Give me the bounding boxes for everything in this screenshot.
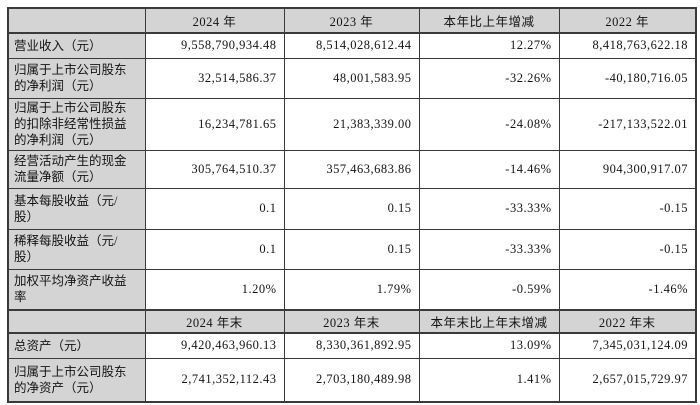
cell-2022: -217,133,522.01 <box>558 97 697 151</box>
cell-2022: -1.46% <box>558 268 697 311</box>
header-period-end-change: 本年末比上年末增减 <box>418 309 560 334</box>
table-row-operating-cash-flow: 经营活动产生的现金流量净额（元） 305,764,510.37 357,463,… <box>7 149 697 189</box>
cell-2022: -0.15 <box>558 187 697 230</box>
cell-2024: 0.1 <box>144 228 285 270</box>
cell-2022: 904,300,917.07 <box>558 149 697 189</box>
header-2023-end: 2023 年末 <box>283 309 420 334</box>
table-row-net-assets: 归属于上市公司股东的净资产（元） 2,741,352,112.43 2,703,… <box>7 357 697 403</box>
row-label-weighted-avg-roe: 加权平均净资产收益率 <box>7 268 146 311</box>
cell-yoy-change: -24.08% <box>418 97 560 151</box>
cell-2022: 2,657,015,729.97 <box>558 357 697 403</box>
header-2022-end: 2022 年末 <box>558 309 697 334</box>
cell-yoy-change: 1.41% <box>418 357 560 403</box>
cell-2023: 8,514,028,612.44 <box>283 32 420 59</box>
cell-2024: 305,764,510.37 <box>144 149 285 189</box>
header-2024: 2024 年 <box>144 7 285 34</box>
cell-2023: 2,703,180,489.98 <box>283 357 420 403</box>
cell-2023: 0.15 <box>283 187 420 230</box>
table-row-weighted-avg-roe: 加权平均净资产收益率 1.20% 1.79% -0.59% -1.46% <box>7 268 697 311</box>
row-label-revenue: 营业收入（元） <box>7 32 146 59</box>
cell-yoy-change: -33.33% <box>418 228 560 270</box>
header-2023: 2023 年 <box>283 7 420 34</box>
header-2022: 2022 年 <box>558 7 697 34</box>
header-yoy-change: 本年比上年增减 <box>418 7 560 34</box>
cell-2022: -40,180,716.05 <box>558 57 697 99</box>
cell-yoy-change: -14.46% <box>418 149 560 189</box>
table-row-total-assets: 总资产（元） 9,420,463,960.13 8,330,361,892.95… <box>7 332 697 359</box>
financial-summary-table: 2024 年 2023 年 本年比上年增减 2022 年 营业收入（元） 9,5… <box>7 7 697 403</box>
cell-2023: 0.15 <box>283 228 420 270</box>
cell-yoy-change: 12.27% <box>418 32 560 59</box>
table-row-diluted-eps: 稀释每股收益（元/股） 0.1 0.15 -33.33% -0.15 <box>7 228 697 270</box>
table-header-row-period-end: 2024 年末 2023 年末 本年末比上年末增减 2022 年末 <box>7 309 697 334</box>
cell-2023: 1.79% <box>283 268 420 311</box>
table-row-basic-eps: 基本每股收益（元/股） 0.1 0.15 -33.33% -0.15 <box>7 187 697 230</box>
cell-2023: 8,330,361,892.95 <box>283 332 420 359</box>
cell-yoy-change: -33.33% <box>418 187 560 230</box>
cell-2022: 8,418,763,622.18 <box>558 32 697 59</box>
cell-2024: 9,558,790,934.48 <box>144 32 285 59</box>
cell-2023: 357,463,683.86 <box>283 149 420 189</box>
cell-yoy-change: -32.26% <box>418 57 560 99</box>
row-label-operating-cash-flow: 经营活动产生的现金流量净额（元） <box>7 149 146 189</box>
table-row-revenue: 营业收入（元） 9,558,790,934.48 8,514,028,612.4… <box>7 32 697 59</box>
cell-2024: 16,234,781.65 <box>144 97 285 151</box>
row-label-total-assets: 总资产（元） <box>7 332 146 359</box>
cell-yoy-change: 13.09% <box>418 332 560 359</box>
cell-2022: -0.15 <box>558 228 697 270</box>
cell-2022: 7,345,031,124.09 <box>558 332 697 359</box>
row-label-net-assets: 归属于上市公司股东的净资产（元） <box>7 357 146 403</box>
row-label-net-profit-excl-nonrecurring: 归属于上市公司股东的扣除非经常性损益的净利润（元） <box>7 97 146 151</box>
cell-2024: 1.20% <box>144 268 285 311</box>
cell-2024: 32,514,586.37 <box>144 57 285 99</box>
cell-2024: 0.1 <box>144 187 285 230</box>
table-row-net-profit-excl-nonrecurring: 归属于上市公司股东的扣除非经常性损益的净利润（元） 16,234,781.65 … <box>7 97 697 151</box>
cell-yoy-change: -0.59% <box>418 268 560 311</box>
row-label-basic-eps: 基本每股收益（元/股） <box>7 187 146 230</box>
cell-2024: 9,420,463,960.13 <box>144 332 285 359</box>
row-label-net-profit: 归属于上市公司股东的净利润（元） <box>7 57 146 99</box>
cell-2023: 48,001,583.95 <box>283 57 420 99</box>
header-empty-cell <box>7 309 146 334</box>
row-label-diluted-eps: 稀释每股收益（元/股） <box>7 228 146 270</box>
cell-2023: 21,383,339.00 <box>283 97 420 151</box>
header-empty-cell <box>7 7 146 34</box>
table-row-net-profit: 归属于上市公司股东的净利润（元） 32,514,586.37 48,001,58… <box>7 57 697 99</box>
table-header-row-annual: 2024 年 2023 年 本年比上年增减 2022 年 <box>7 7 697 34</box>
cell-2024: 2,741,352,112.43 <box>144 357 285 403</box>
header-2024-end: 2024 年末 <box>144 309 285 334</box>
